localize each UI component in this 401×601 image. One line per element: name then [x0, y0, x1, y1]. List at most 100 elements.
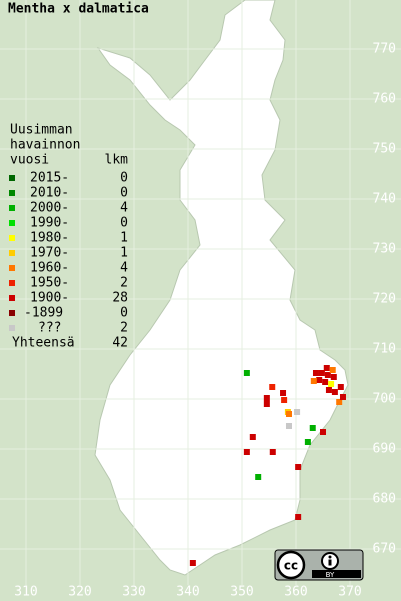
- legend-count: 4: [120, 261, 128, 276]
- legend-swatch: [9, 190, 15, 196]
- cc-text: cc: [284, 559, 298, 573]
- observation: [295, 464, 302, 470]
- y-tick-label: 680: [373, 492, 396, 507]
- observation: [281, 397, 288, 403]
- legend-total-label: Yhteensä: [12, 336, 75, 351]
- license-badge: cc BY: [274, 549, 364, 581]
- observation: [269, 449, 276, 455]
- legend-count: 2: [120, 276, 128, 291]
- legend-total: 42: [112, 336, 128, 351]
- observation: [331, 389, 338, 395]
- observation: [325, 387, 332, 393]
- observation: [328, 381, 335, 387]
- legend-count: 0: [120, 216, 128, 231]
- y-tick-label: 750: [373, 142, 396, 157]
- legend-swatch: [9, 310, 15, 316]
- by-text: BY: [326, 571, 335, 579]
- points: [189, 365, 346, 566]
- by-body: [328, 559, 332, 566]
- observation: [324, 372, 331, 378]
- legend-label: 1970-: [30, 246, 69, 261]
- legend: 2015- 0 2010- 0 2000- 4 1990- 0 1980- 1 1970- 1 1960…: [9, 171, 128, 351]
- legend-count: 1: [120, 246, 128, 261]
- observation: [312, 370, 319, 376]
- y-tick-label: 710: [373, 342, 396, 357]
- legend-label: 2010-: [30, 186, 69, 201]
- legend-count: 0: [120, 171, 128, 186]
- legend-label: 1900-: [30, 291, 69, 306]
- y-tick-label: 770: [373, 42, 396, 57]
- observation: [295, 514, 302, 520]
- observation: [294, 409, 301, 415]
- x-tick-label: 330: [122, 585, 145, 600]
- observation: [269, 384, 276, 390]
- y-tick-label: 740: [373, 192, 396, 207]
- legend-count: 28: [112, 291, 128, 306]
- observation: [189, 560, 196, 566]
- legend-count: 2: [120, 321, 128, 336]
- legend-count: 0: [120, 306, 128, 321]
- legend-label: 2000-: [30, 201, 69, 216]
- legend-label: -1899: [24, 306, 63, 321]
- observation: [285, 423, 292, 429]
- legend-header: havainnon: [10, 138, 80, 153]
- observation: [316, 377, 323, 383]
- legend-swatch: [9, 280, 15, 286]
- legend-count-header: lkm: [105, 153, 129, 168]
- legend-label: 1980-: [30, 231, 69, 246]
- y-tick-label: 760: [373, 92, 396, 107]
- observation: [310, 378, 317, 384]
- x-tick-label: 350: [230, 585, 253, 600]
- observation: [255, 474, 262, 480]
- y-tick-label: 720: [373, 292, 396, 307]
- x-tick-label: 320: [68, 585, 91, 600]
- x-tick-label: 340: [176, 585, 199, 600]
- by-head: [328, 555, 332, 559]
- observation: [285, 411, 292, 417]
- legend-swatch: [9, 295, 15, 301]
- legend-header: Uusimman: [10, 123, 73, 138]
- legend-swatch: [9, 205, 15, 211]
- observation: [318, 370, 325, 376]
- legend-swatch: [9, 250, 15, 256]
- observation: [330, 374, 337, 380]
- legend-swatch: [9, 265, 15, 271]
- observation: [322, 379, 329, 385]
- legend-header: vuosi: [10, 153, 49, 168]
- observation: [329, 367, 336, 373]
- legend-swatch: [9, 175, 15, 181]
- legend-count: 0: [120, 186, 128, 201]
- observation: [249, 434, 256, 440]
- cc-circle: [276, 550, 306, 580]
- observation: [263, 395, 270, 401]
- legend-label: 1950-: [30, 276, 69, 291]
- map-title: Mentha x dalmatica: [8, 2, 149, 17]
- y-tick-label: 700: [373, 392, 396, 407]
- observation: [336, 399, 343, 405]
- observation: [243, 449, 250, 455]
- legend-count: 4: [120, 201, 128, 216]
- legend-swatch: [9, 235, 15, 241]
- observation: [323, 365, 330, 371]
- y-tick-label: 690: [373, 442, 396, 457]
- legend-swatch: [9, 220, 15, 226]
- observation: [339, 394, 346, 400]
- observation: [243, 370, 250, 376]
- legend-label: 1990-: [30, 216, 69, 231]
- legend-label: 2015-: [30, 171, 69, 186]
- legend-swatch: [9, 325, 15, 331]
- badge-strip: [312, 570, 361, 578]
- legend-label: 1960-: [30, 261, 69, 276]
- observation: [337, 384, 344, 390]
- observation: [263, 401, 270, 407]
- x-tick-label: 310: [14, 585, 37, 600]
- legend-label: ???: [38, 321, 61, 336]
- x-tick-label: 370: [338, 585, 361, 600]
- legend-count: 1: [120, 231, 128, 246]
- y-tick-label: 730: [373, 242, 396, 257]
- observation: [309, 425, 316, 431]
- y-tick-label: 670: [373, 542, 396, 557]
- x-tick-label: 360: [284, 585, 307, 600]
